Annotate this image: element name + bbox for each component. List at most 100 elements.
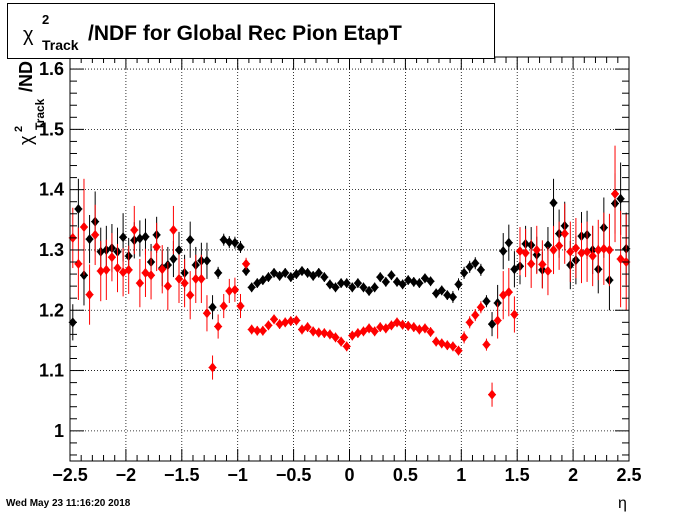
red-data-point (499, 290, 508, 301)
red-data-point (309, 326, 318, 337)
red-data-point (415, 324, 424, 335)
y-axis-title: χ 2 Track /ND (13, 61, 47, 145)
x-axis-title: η (618, 495, 627, 512)
red-data-point (152, 241, 161, 252)
plot-title: /NDF for Global Rec Pion EtapT (88, 22, 402, 45)
red-data-point (426, 326, 435, 337)
black-data-point (437, 285, 446, 296)
red-data-point (314, 327, 323, 338)
y-tick-label: 1.4 (39, 180, 64, 200)
x-tick-label: 0.5 (393, 465, 418, 485)
black-data-point (381, 276, 390, 287)
black-data-point (314, 267, 323, 278)
red-data-point (286, 316, 295, 327)
black-data-point (465, 261, 474, 272)
red-data-point (381, 323, 390, 334)
y-tick-label: 1.3 (39, 240, 64, 260)
red-data-point (504, 287, 513, 298)
black-data-point (74, 203, 83, 214)
black-data-point (499, 246, 508, 257)
black-data-point (292, 269, 301, 280)
black-data-point (303, 267, 312, 278)
black-data-point (325, 279, 334, 290)
red-data-point (253, 325, 262, 336)
red-data-point (465, 317, 474, 328)
red-data-point (169, 225, 178, 236)
black-data-point (359, 282, 368, 293)
black-data-point (225, 237, 234, 248)
red-data-point (214, 321, 223, 332)
red-data-point (292, 315, 301, 326)
red-data-point (236, 301, 245, 312)
black-data-point (286, 272, 295, 283)
red-data-point (270, 314, 279, 325)
red-data-point (549, 244, 558, 255)
red-data-point (398, 319, 407, 330)
red-data-point (353, 328, 362, 339)
red-data-point (476, 302, 485, 313)
black-data-point (297, 266, 306, 277)
red-data-point (365, 323, 374, 334)
red-data-point (342, 341, 351, 352)
red-data-point (571, 243, 580, 254)
black-data-point (365, 285, 374, 296)
plot-title-box: χ 2 Track /NDF for Global Rec Pion EtapT (7, 3, 495, 59)
red-data-point (113, 263, 122, 274)
red-data-point (510, 309, 519, 320)
y-tick-label: 1.6 (39, 59, 64, 79)
red-data-point (616, 254, 625, 264)
black-data-point (376, 272, 385, 283)
x-tick-label: −2 (116, 465, 137, 485)
red-data-point (242, 258, 251, 269)
black-data-point (476, 264, 485, 275)
red-data-point (437, 338, 446, 349)
black-data-point (370, 282, 379, 293)
red-data-point (247, 324, 256, 335)
x-tick-label: −2.5 (52, 465, 88, 485)
red-data-point (320, 328, 329, 339)
red-data-point (303, 322, 312, 333)
black-data-point (409, 276, 418, 287)
red-data-point (258, 325, 267, 336)
black-data-point (270, 267, 279, 278)
black-data-point (426, 276, 435, 287)
black-data-point (387, 270, 396, 281)
x-tick-label: −1 (227, 465, 248, 485)
x-tick-label: −1.5 (164, 465, 200, 485)
black-data-point (482, 296, 491, 307)
black-data-point (460, 267, 469, 278)
red-data-point (163, 281, 172, 292)
black-data-point (342, 278, 351, 289)
red-data-point (186, 290, 195, 301)
black-data-point (208, 302, 217, 313)
red-data-point (91, 229, 100, 240)
title-subscript: Track (42, 37, 79, 53)
red-data-point (208, 362, 217, 373)
red-data-point (482, 339, 491, 350)
black-data-point (253, 278, 262, 289)
axis-tick-labels: −2.5 −2 −1.5 −1 −0.5 0 0.5 1 1.5 2 2.5 1 1.1 1.2 1.3 1.… (39, 59, 642, 485)
red-data-point (404, 320, 413, 331)
y-tick-label: 1.5 (39, 119, 64, 139)
red-data-point (521, 247, 530, 258)
red-data-point (102, 264, 111, 275)
red-data-point (432, 336, 441, 347)
black-data-point (264, 272, 273, 283)
y-tick-label: 1.2 (39, 300, 64, 320)
red-data-point (566, 246, 575, 257)
x-tick-label: 1.5 (505, 465, 530, 485)
black-data-point (202, 255, 211, 266)
black-data-point (85, 234, 94, 245)
red-data-point (454, 345, 463, 356)
red-data-point (515, 246, 524, 257)
timestamp: Wed May 23 11:16:20 2018 (6, 498, 131, 509)
x-tick-label: −0.5 (276, 465, 312, 485)
red-data-point (443, 340, 452, 351)
black-data-point (175, 244, 184, 255)
red-data-point (527, 258, 536, 269)
black-data-point (337, 278, 346, 289)
black-data-point (119, 232, 128, 243)
black-data-point (309, 270, 318, 281)
black-data-point (543, 240, 552, 251)
red-data-point (135, 278, 144, 289)
